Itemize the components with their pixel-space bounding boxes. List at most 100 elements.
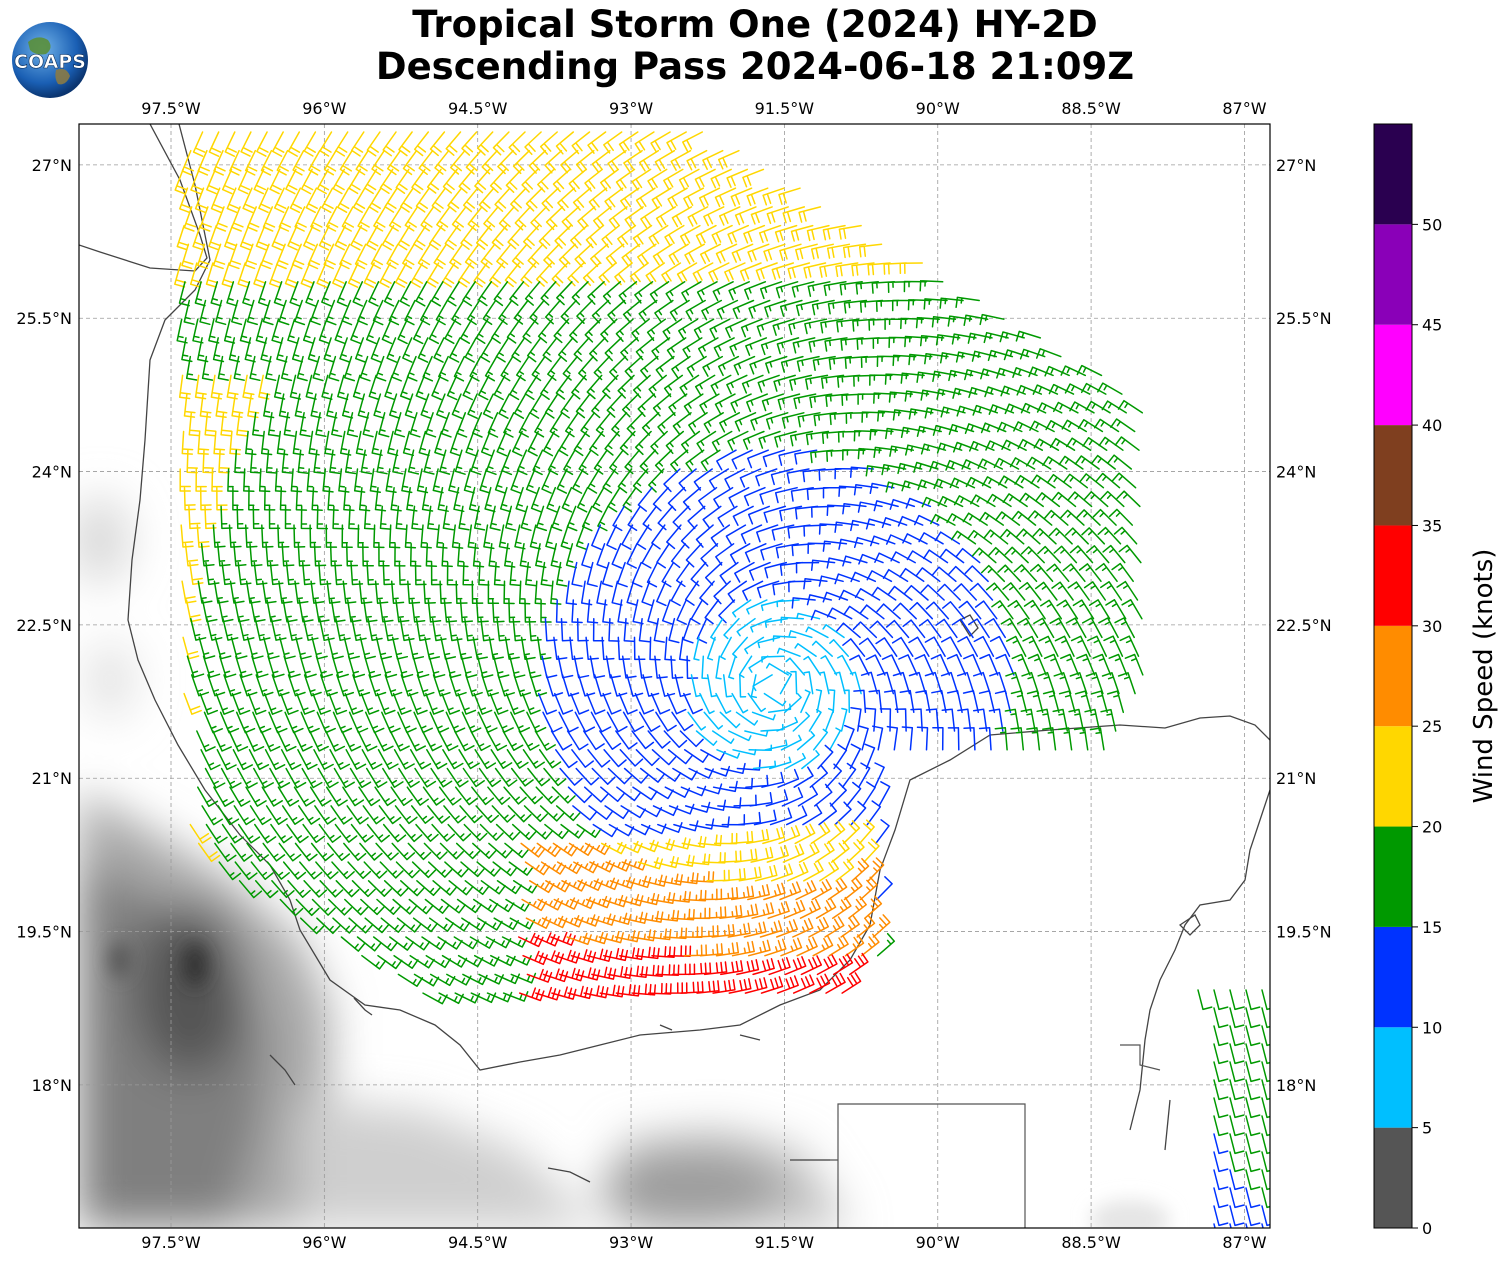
wind-barb — [364, 917, 390, 934]
wind-barb — [820, 318, 844, 334]
wind-barb — [584, 842, 611, 856]
wind-barb — [1029, 420, 1055, 433]
wind-barb — [409, 412, 421, 438]
wind-barb — [273, 281, 285, 307]
wind-barb — [221, 168, 235, 195]
wind-barb — [851, 262, 875, 277]
wind-barb — [210, 374, 223, 400]
colorbar-tick-label: 20 — [1422, 818, 1442, 837]
lat-tick-left: 19.5°N — [16, 923, 72, 942]
wind-barb — [1046, 473, 1072, 489]
wind-barb — [374, 486, 387, 512]
wind-barb — [490, 749, 513, 770]
wind-barb — [1117, 399, 1144, 414]
wind-barb — [650, 692, 671, 715]
wind-barb — [694, 374, 716, 396]
wind-barb — [345, 543, 359, 567]
wind-barb — [617, 636, 631, 661]
wind-barb — [995, 653, 1015, 676]
wind-barb — [510, 468, 522, 494]
lat-tick-left: 22.5°N — [16, 616, 72, 635]
wind-barb — [583, 786, 609, 803]
wind-barb — [429, 711, 450, 734]
wind-barb — [695, 224, 717, 246]
wind-barb — [389, 936, 415, 951]
wind-barb — [961, 459, 987, 470]
wind-barb — [623, 767, 649, 784]
wind-barb — [651, 749, 677, 766]
wind-barb — [805, 626, 829, 639]
wind-barb — [560, 524, 572, 550]
wind-barb — [1213, 1043, 1229, 1065]
wind-barb — [367, 880, 393, 897]
wind-barb — [1043, 509, 1069, 526]
wind-barb — [287, 880, 311, 898]
wind-barb — [655, 355, 675, 379]
wind-barb — [201, 599, 218, 623]
wind-barb — [566, 730, 589, 751]
wind-barb — [303, 224, 316, 251]
wind-barb — [873, 392, 897, 404]
wind-barb — [863, 838, 880, 863]
wind-barb — [474, 168, 491, 194]
wind-barb — [347, 262, 361, 288]
wind-barb — [534, 412, 547, 438]
wind-barb — [876, 355, 901, 368]
wind-barb — [753, 809, 777, 826]
wind-barb — [315, 655, 333, 679]
wind-barb — [462, 374, 474, 401]
wind-barb — [439, 842, 464, 860]
wind-barb — [1027, 653, 1047, 676]
wind-barb — [1081, 527, 1106, 545]
wind-barb — [1078, 563, 1102, 583]
wind-barb — [303, 131, 317, 157]
wind-barb — [731, 243, 754, 263]
wind-barb — [607, 767, 633, 785]
wind-barb — [299, 655, 317, 679]
wind-barb — [948, 565, 973, 583]
wind-barb — [699, 580, 715, 606]
wind-barb — [334, 561, 348, 586]
wind-barb — [685, 449, 705, 473]
wind-barb — [653, 617, 665, 643]
wind-barb — [665, 281, 686, 303]
wind-barb — [462, 973, 488, 986]
wind-barb — [324, 430, 336, 456]
wind-barb — [593, 674, 612, 697]
wind-barb — [308, 430, 320, 456]
wind-barb — [849, 952, 869, 976]
wind-barb — [885, 619, 910, 639]
wind-barb — [405, 936, 431, 951]
wind-barb — [971, 350, 998, 362]
wind-barb — [827, 878, 848, 901]
wind-barb — [183, 692, 202, 715]
wind-barb — [777, 768, 800, 788]
wind-barb — [1261, 1187, 1270, 1209]
wind-barb — [512, 880, 539, 894]
wind-barb — [796, 355, 820, 372]
wind-barb — [744, 543, 767, 563]
wind-barb — [496, 243, 512, 269]
wind-barb — [1213, 1223, 1216, 1228]
wind-barb — [798, 206, 822, 223]
lon-tick-top: 91.5°W — [755, 99, 815, 118]
wind-barb — [399, 374, 411, 401]
wind-barb — [726, 374, 748, 395]
wind-barb — [204, 412, 217, 437]
wind-barb — [523, 805, 548, 823]
wind-barb — [343, 842, 367, 861]
wind-barb — [1117, 672, 1136, 695]
wind-barb — [321, 281, 332, 307]
wind-barb — [815, 897, 837, 919]
wind-barb — [423, 842, 448, 860]
wind-barb — [329, 449, 341, 475]
wind-barb — [936, 388, 962, 400]
wind-barb — [1103, 635, 1124, 657]
wind-barb — [876, 932, 896, 957]
wind-barb — [663, 927, 688, 940]
wind-barb — [571, 561, 583, 587]
wind-barb — [607, 486, 621, 513]
wind-barb — [222, 617, 239, 641]
wind-barb — [456, 412, 468, 438]
wind-barb — [337, 374, 349, 401]
